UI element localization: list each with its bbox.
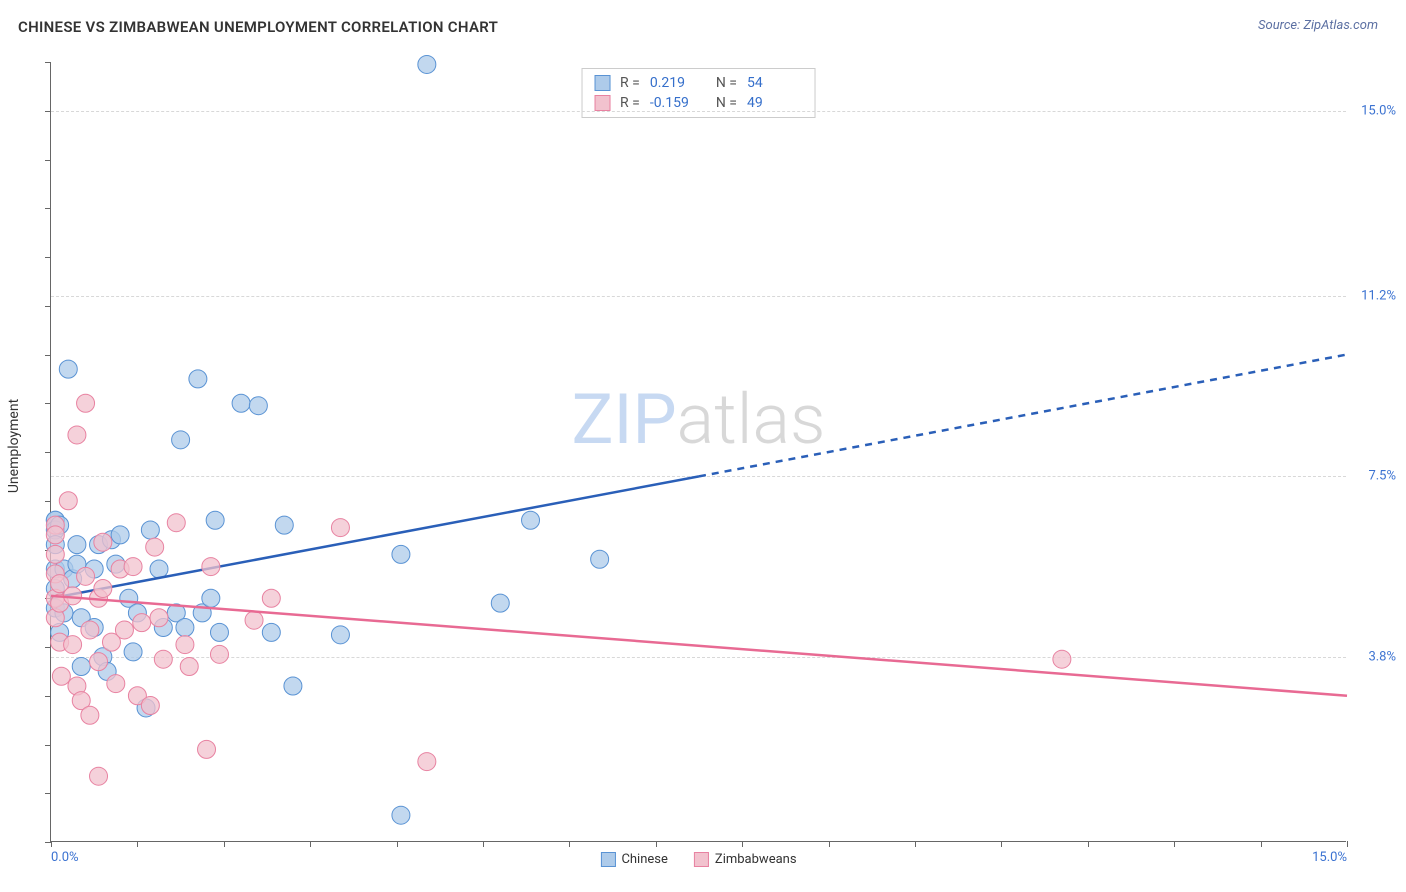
data-point	[1053, 650, 1071, 668]
data-point	[154, 650, 172, 668]
data-point	[392, 806, 410, 824]
data-point	[206, 511, 224, 529]
data-point	[522, 511, 540, 529]
data-point	[245, 611, 263, 629]
data-point	[124, 558, 142, 576]
data-point	[232, 394, 250, 412]
trend-line	[699, 355, 1347, 477]
data-point	[210, 645, 228, 663]
data-point	[81, 706, 99, 724]
series-legend: Chinese Zimbabweans	[600, 852, 796, 867]
data-point	[150, 609, 168, 627]
y-axis-label: Unemployment	[6, 399, 22, 493]
data-point	[59, 492, 77, 510]
trend-line	[51, 596, 1347, 696]
data-point	[107, 675, 125, 693]
data-point	[172, 431, 190, 449]
data-point	[202, 589, 220, 607]
data-point	[46, 526, 64, 544]
data-point	[111, 526, 129, 544]
legend-item: Chinese	[600, 852, 667, 867]
data-point	[94, 533, 112, 551]
data-point	[59, 360, 77, 378]
data-point	[94, 580, 112, 598]
data-point	[189, 370, 207, 388]
data-point	[249, 397, 267, 415]
source-name: ZipAtlas.com	[1303, 18, 1378, 33]
data-point	[392, 545, 410, 563]
source-prefix: Source:	[1258, 18, 1303, 33]
data-point	[77, 567, 95, 585]
y-tick-label: 7.5%	[1350, 469, 1396, 484]
data-point	[141, 697, 159, 715]
data-point	[491, 594, 509, 612]
data-point	[275, 516, 293, 534]
data-point	[72, 658, 90, 676]
data-point	[77, 394, 95, 412]
legend-item: Zimbabweans	[694, 852, 797, 867]
data-point	[198, 740, 216, 758]
legend-swatch	[600, 852, 615, 867]
data-point	[150, 560, 168, 578]
data-point	[591, 550, 609, 568]
plot-svg	[51, 62, 1347, 842]
data-point	[176, 636, 194, 654]
data-point	[262, 589, 280, 607]
data-point	[331, 626, 349, 644]
legend-label: Zimbabweans	[715, 852, 797, 867]
data-point	[210, 623, 228, 641]
data-point	[146, 538, 164, 556]
data-point	[176, 619, 194, 637]
data-point	[90, 653, 108, 671]
x-tick	[1347, 841, 1348, 847]
data-point	[418, 753, 436, 771]
legend-label: Chinese	[621, 852, 667, 867]
data-point	[52, 667, 70, 685]
legend-swatch	[694, 852, 709, 867]
source-label: Source: ZipAtlas.com	[1258, 18, 1378, 33]
data-point	[202, 558, 220, 576]
data-point	[64, 636, 82, 654]
x-tick-label: 0.0%	[51, 850, 79, 865]
data-point	[141, 521, 159, 539]
y-tick-label: 3.8%	[1350, 649, 1396, 664]
y-tick-label: 11.2%	[1350, 289, 1396, 304]
data-point	[180, 658, 198, 676]
chart-title: CHINESE VS ZIMBABWEAN UNEMPLOYMENT CORRE…	[18, 18, 498, 36]
data-point	[262, 623, 280, 641]
data-point	[68, 426, 86, 444]
data-point	[331, 519, 349, 537]
data-point	[81, 621, 99, 639]
data-point	[68, 536, 86, 554]
x-tick-label: 15.0%	[1312, 850, 1347, 865]
data-point	[284, 677, 302, 695]
y-tick-label: 15.0%	[1350, 103, 1396, 118]
data-point	[90, 767, 108, 785]
data-point	[418, 55, 436, 73]
data-point	[46, 545, 64, 563]
data-point	[133, 614, 151, 632]
data-point	[124, 643, 142, 661]
scatter-plot: ZIPatlas R =0.219N =54R =-0.159N =49 Chi…	[50, 62, 1346, 842]
data-point	[115, 621, 133, 639]
data-point	[167, 514, 185, 532]
